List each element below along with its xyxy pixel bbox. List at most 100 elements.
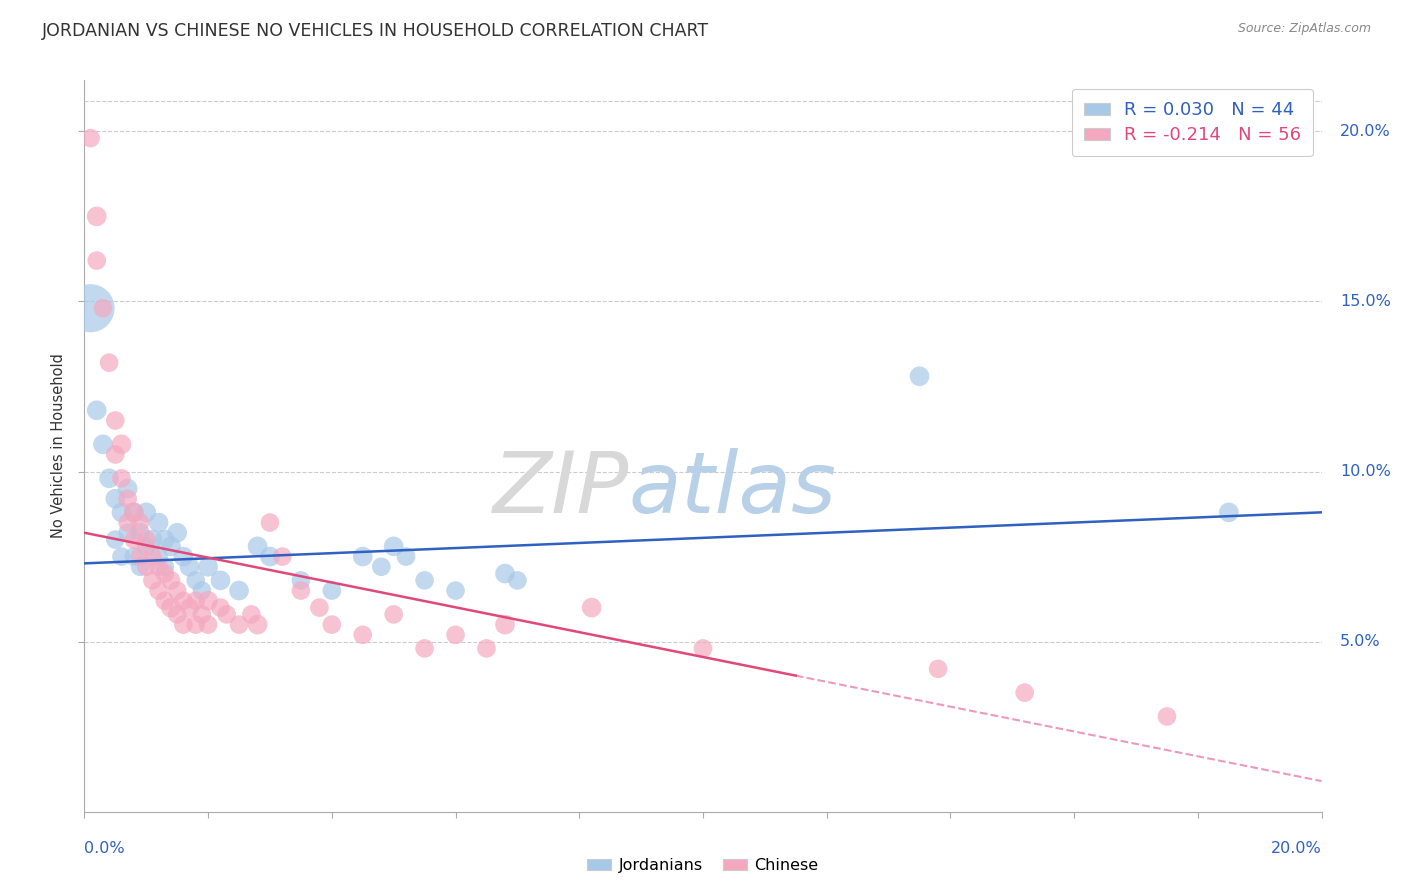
Point (166, 607, 188, 622)
Point (148, 516, 170, 530)
Text: Source: ZipAtlas.com: Source: ZipAtlas.com (1237, 22, 1371, 36)
Point (166, 525, 188, 540)
Point (129, 516, 152, 530)
Point (141, 533, 163, 547)
Text: atlas: atlas (628, 449, 837, 532)
Point (104, 413, 127, 427)
Point (129, 549, 152, 564)
Point (117, 482, 139, 496)
Point (117, 525, 139, 540)
Legend: R = 0.030   N = 44, R = -0.214   N = 56: R = 0.030 N = 44, R = -0.214 N = 56 (1071, 89, 1313, 156)
Point (129, 559, 152, 574)
Point (246, 617, 269, 632)
Point (692, 641, 714, 656)
Point (209, 600, 232, 615)
Point (290, 574, 312, 588)
Point (197, 617, 219, 632)
Point (352, 549, 374, 564)
Point (110, 505, 132, 519)
Point (382, 607, 405, 622)
Text: 15.0%: 15.0% (1340, 293, 1391, 309)
Point (197, 594, 219, 608)
Point (160, 574, 183, 588)
Point (86, 210, 108, 224)
Point (122, 549, 145, 564)
Point (91, 437, 114, 451)
Point (1218, 505, 1240, 519)
Point (444, 628, 467, 642)
Point (153, 566, 176, 581)
Point (153, 559, 176, 574)
Text: JORDANIAN VS CHINESE NO VEHICLES IN HOUSEHOLD CORRELATION CHART: JORDANIAN VS CHINESE NO VEHICLES IN HOUS… (42, 22, 709, 40)
Point (179, 600, 201, 615)
Point (506, 574, 529, 588)
Point (86, 403, 108, 417)
Point (290, 583, 312, 598)
Point (908, 369, 931, 384)
Point (148, 559, 170, 574)
Point (122, 533, 145, 547)
Point (308, 600, 330, 615)
Point (160, 600, 183, 615)
Point (228, 617, 250, 632)
Point (475, 641, 498, 656)
Point (413, 574, 436, 588)
Point (148, 583, 170, 598)
Text: 20.0%: 20.0% (1271, 841, 1322, 856)
Point (259, 549, 281, 564)
Point (1156, 709, 1178, 723)
Point (321, 583, 343, 598)
Point (110, 437, 132, 451)
Point (172, 594, 194, 608)
Point (141, 549, 163, 564)
Point (110, 471, 132, 485)
Text: 5.0%: 5.0% (1340, 634, 1381, 649)
Point (209, 574, 232, 588)
Point (228, 583, 250, 598)
Point (104, 448, 127, 462)
Text: 10.0%: 10.0% (1340, 464, 1391, 479)
Point (352, 628, 374, 642)
Point (197, 559, 219, 574)
Point (79, 131, 101, 145)
Text: 0.0%: 0.0% (84, 841, 125, 856)
Point (104, 533, 127, 547)
Point (98, 356, 121, 370)
Y-axis label: No Vehicles in Household: No Vehicles in Household (51, 353, 66, 539)
Point (215, 607, 238, 622)
Point (148, 549, 170, 564)
Point (153, 594, 176, 608)
Point (494, 617, 516, 632)
Point (135, 540, 157, 554)
Point (191, 607, 214, 622)
Point (184, 617, 207, 632)
Point (494, 566, 516, 581)
Point (259, 516, 281, 530)
Point (240, 607, 263, 622)
Point (110, 549, 132, 564)
Point (179, 559, 201, 574)
Point (79, 301, 101, 316)
Point (104, 491, 127, 506)
Point (444, 583, 467, 598)
Point (271, 549, 294, 564)
Point (413, 641, 436, 656)
Text: ZIP: ZIP (492, 449, 628, 532)
Point (122, 505, 145, 519)
Point (184, 594, 207, 608)
Point (129, 525, 152, 540)
Point (141, 574, 163, 588)
Point (191, 583, 214, 598)
Point (246, 540, 269, 554)
Point (117, 516, 139, 530)
Point (321, 617, 343, 632)
Point (184, 574, 207, 588)
Point (1014, 686, 1036, 700)
Point (172, 549, 194, 564)
Point (98, 471, 121, 485)
Point (91, 301, 114, 316)
Point (395, 549, 418, 564)
Point (117, 491, 139, 506)
Point (382, 540, 405, 554)
Point (153, 533, 176, 547)
